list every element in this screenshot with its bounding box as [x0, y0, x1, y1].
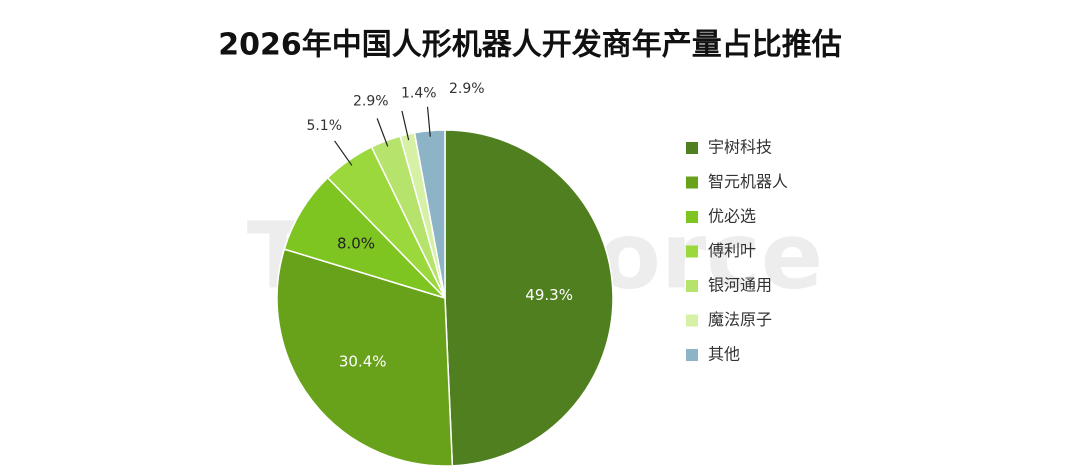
data-label: 2.9%	[449, 81, 485, 97]
legend-label: 银河通用	[708, 276, 772, 295]
pie-slice	[444, 129, 614, 467]
leader-line	[376, 118, 389, 147]
legend-label: 优必选	[708, 207, 756, 226]
data-label: 49.3%	[525, 286, 573, 304]
legend-swatch	[686, 142, 698, 154]
leader-line	[426, 106, 431, 137]
legend-label: 魔法原子	[708, 310, 772, 329]
legend-label: 其他	[708, 345, 740, 364]
legend-swatch	[686, 176, 698, 189]
data-label: 8.0%	[337, 234, 375, 252]
legend-label: 智元机器人	[708, 172, 788, 191]
data-label: 1.4%	[401, 85, 437, 101]
legend-swatch	[686, 349, 698, 361]
data-label: 5.1%	[306, 118, 342, 134]
pie-slice	[276, 248, 454, 467]
legend-swatch	[686, 211, 698, 223]
leader-line	[401, 110, 410, 141]
legend-swatch	[686, 280, 698, 292]
legend-swatch	[686, 245, 698, 258]
legend-label: 宇树科技	[708, 138, 772, 157]
chart-title: 2026年中国人形机器人开发商年产量占比推估	[218, 28, 842, 63]
legend-swatch	[686, 314, 698, 327]
data-label: 30.4%	[339, 352, 387, 370]
leader-line	[334, 140, 353, 166]
data-label: 2.9%	[353, 94, 389, 110]
legend-label: 傅利叶	[708, 241, 756, 260]
